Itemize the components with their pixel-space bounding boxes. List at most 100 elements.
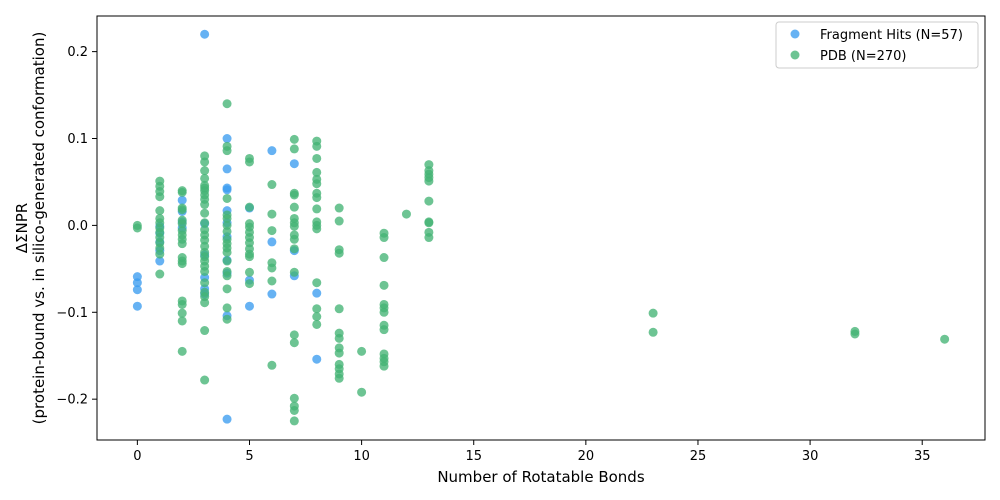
pdb-point	[401, 209, 411, 219]
fragment-hit-point	[200, 29, 210, 39]
pdb-point	[289, 393, 299, 403]
pdb-point	[289, 190, 299, 200]
pdb-point	[312, 167, 322, 177]
legend-marker-fragment-hits	[790, 29, 800, 39]
axes-layer	[96, 15, 986, 441]
pdb-point	[379, 361, 389, 371]
pdb-point	[177, 346, 187, 356]
y-axis-title: ΔΣNPR (protein-bound vs. in silico-gener…	[13, 32, 48, 425]
pdb-point	[312, 179, 322, 189]
fragment-hit-point	[177, 195, 187, 205]
pdb-point	[312, 278, 322, 288]
pdb-point	[200, 166, 210, 176]
pdb-point	[244, 267, 254, 277]
pdb-point	[289, 267, 299, 277]
fragment-hit-point	[132, 278, 142, 288]
fragment-hit-point	[267, 146, 277, 156]
pdb-point	[424, 196, 434, 206]
pdb-point	[267, 209, 277, 219]
plot-frame	[96, 15, 986, 441]
fragment-hit-point	[289, 159, 299, 169]
pdb-point	[357, 346, 367, 356]
fragment-hit-point	[155, 256, 165, 266]
pdb-point	[177, 239, 187, 249]
pdb-point	[244, 202, 254, 212]
pdb-point	[312, 204, 322, 214]
pdb-point	[155, 249, 165, 259]
pdb-point	[379, 280, 389, 290]
pdb-point	[200, 266, 210, 276]
fragment-hit-point	[132, 285, 142, 295]
pdb-point	[222, 284, 232, 294]
pdb-point	[222, 193, 232, 203]
pdb-point	[267, 360, 277, 370]
pdb-point	[155, 269, 165, 279]
pdb-point	[200, 375, 210, 385]
pdb-point	[289, 234, 299, 244]
pdb-point	[222, 314, 232, 324]
fragment-hit-point	[312, 354, 322, 364]
y-tick-label: 0.2	[67, 45, 88, 60]
pdb-point	[424, 233, 434, 243]
pdb-point	[357, 387, 367, 397]
pdb-point	[289, 221, 299, 231]
fragment-hit-point	[244, 301, 254, 311]
x-tick-label: 35	[914, 449, 931, 464]
pdb-point	[267, 263, 277, 273]
y-tick-label: 0.0	[67, 219, 88, 234]
pdb-point	[312, 312, 322, 322]
pdb-point	[200, 218, 210, 228]
pdb-point	[334, 203, 344, 213]
pdb-point	[200, 278, 210, 288]
pdb-point	[200, 173, 210, 183]
pdb-point	[334, 333, 344, 343]
fragment-hit-point	[222, 185, 232, 195]
pdb-point	[155, 206, 165, 216]
x-axis-title: Number of Rotatable Bonds	[437, 468, 645, 486]
pdb-point	[312, 224, 322, 234]
points-layer	[132, 29, 950, 426]
fragment-hit-point	[267, 289, 277, 299]
y-ticks: −0.2 −0.1 0.0 0.1 0.2	[56, 45, 97, 408]
y-axis-title-line1: ΔΣNPR	[13, 203, 31, 253]
pdb-point	[334, 304, 344, 314]
pdb-point	[312, 141, 322, 151]
pdb-point	[222, 146, 232, 156]
pdb-point	[244, 157, 254, 167]
y-tick-label: 0.1	[67, 132, 88, 147]
pdb-point	[334, 216, 344, 226]
pdb-point	[200, 208, 210, 218]
y-tick-label: −0.1	[56, 306, 88, 321]
pdb-point	[222, 213, 232, 223]
pdb-point	[379, 325, 389, 335]
fragment-hit-point	[222, 134, 232, 144]
pdb-point	[334, 348, 344, 358]
pdb-point	[267, 226, 277, 236]
pdb-point	[244, 252, 254, 262]
pdb-point	[177, 299, 187, 309]
pdb-point	[379, 253, 389, 263]
x-ticks: 0 5 10 15 20 25 30 35	[133, 440, 930, 464]
pdb-point	[289, 405, 299, 415]
pdb-point	[312, 304, 322, 314]
x-tick-label: 20	[578, 449, 595, 464]
pdb-point	[222, 99, 232, 109]
pdb-point	[312, 153, 322, 163]
pdb-point	[379, 233, 389, 243]
y-axis-title-line2: (protein-bound vs. in silico-generated c…	[30, 32, 48, 425]
x-tick-label: 10	[353, 449, 370, 464]
pdb-point	[244, 279, 254, 289]
fragment-hit-point	[222, 164, 232, 174]
pdb-point	[334, 248, 344, 258]
pdb-point	[200, 326, 210, 336]
x-tick-label: 0	[133, 449, 141, 464]
fragment-hit-point	[132, 301, 142, 311]
pdb-point	[177, 219, 187, 229]
pdb-point	[424, 176, 434, 186]
pdb-point	[132, 223, 142, 233]
legend-label-fragment-hits: Fragment Hits (N=57)	[820, 28, 963, 43]
y-tick-label: −0.2	[56, 393, 88, 408]
fragment-hit-point	[312, 288, 322, 298]
x-tick-label: 25	[690, 449, 707, 464]
